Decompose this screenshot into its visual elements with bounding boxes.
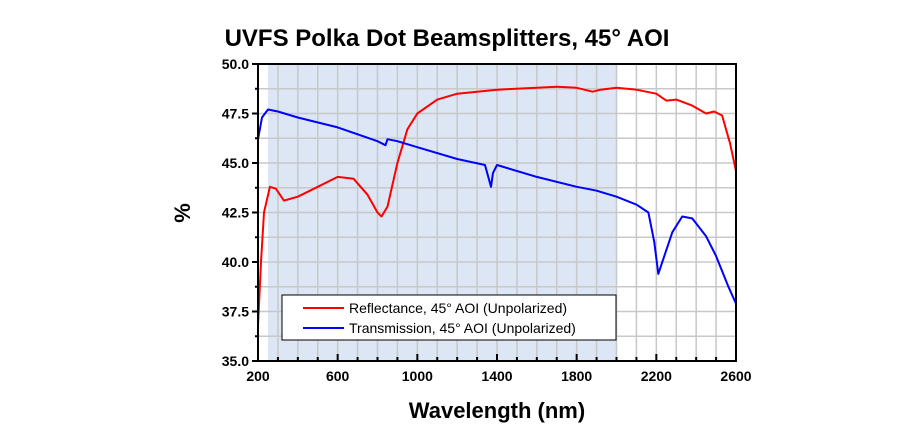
x-tick-label: 2200 [641, 368, 672, 384]
x-axis-label: Wavelength (nm) [409, 398, 585, 423]
legend-box [281, 294, 617, 341]
x-tick-label: 1800 [561, 368, 592, 384]
y-tick-label: 45.0 [222, 155, 249, 171]
x-tick-label: 600 [326, 368, 350, 384]
x-tick-label: 1400 [481, 368, 512, 384]
y-tick-label: 40.0 [222, 254, 249, 270]
x-tick-label: 1000 [402, 368, 433, 384]
y-tick-label: 42.5 [222, 205, 249, 221]
y-tick-label: 50.0 [222, 56, 249, 72]
y-tick-label: 37.5 [222, 304, 249, 320]
y-axis-label: % [170, 203, 195, 223]
legend-label-reflectance: Reflectance, 45° AOI (Unpolarized) [349, 300, 567, 316]
series-line-transmission [257, 108, 737, 305]
series-line-reflectance [257, 85, 737, 326]
ticks: 200 600 1000 1400 1800 2200 2600 35.0 37.5 40.0 42… [222, 56, 752, 384]
legend: Reflectance, 45° AOI (Unpolarized) Trans… [281, 294, 617, 341]
x-tick-label: 2600 [720, 368, 751, 384]
y-tick-label: 35.0 [222, 353, 249, 369]
chart-title: UVFS Polka Dot Beamsplitters, 45° AOI [225, 25, 670, 52]
x-tick-label: 200 [246, 368, 270, 384]
legend-label-transmission: Transmission, 45° AOI (Unpolarized) [349, 320, 576, 336]
series-layer [257, 85, 737, 326]
y-tick-label: 47.5 [222, 106, 249, 122]
